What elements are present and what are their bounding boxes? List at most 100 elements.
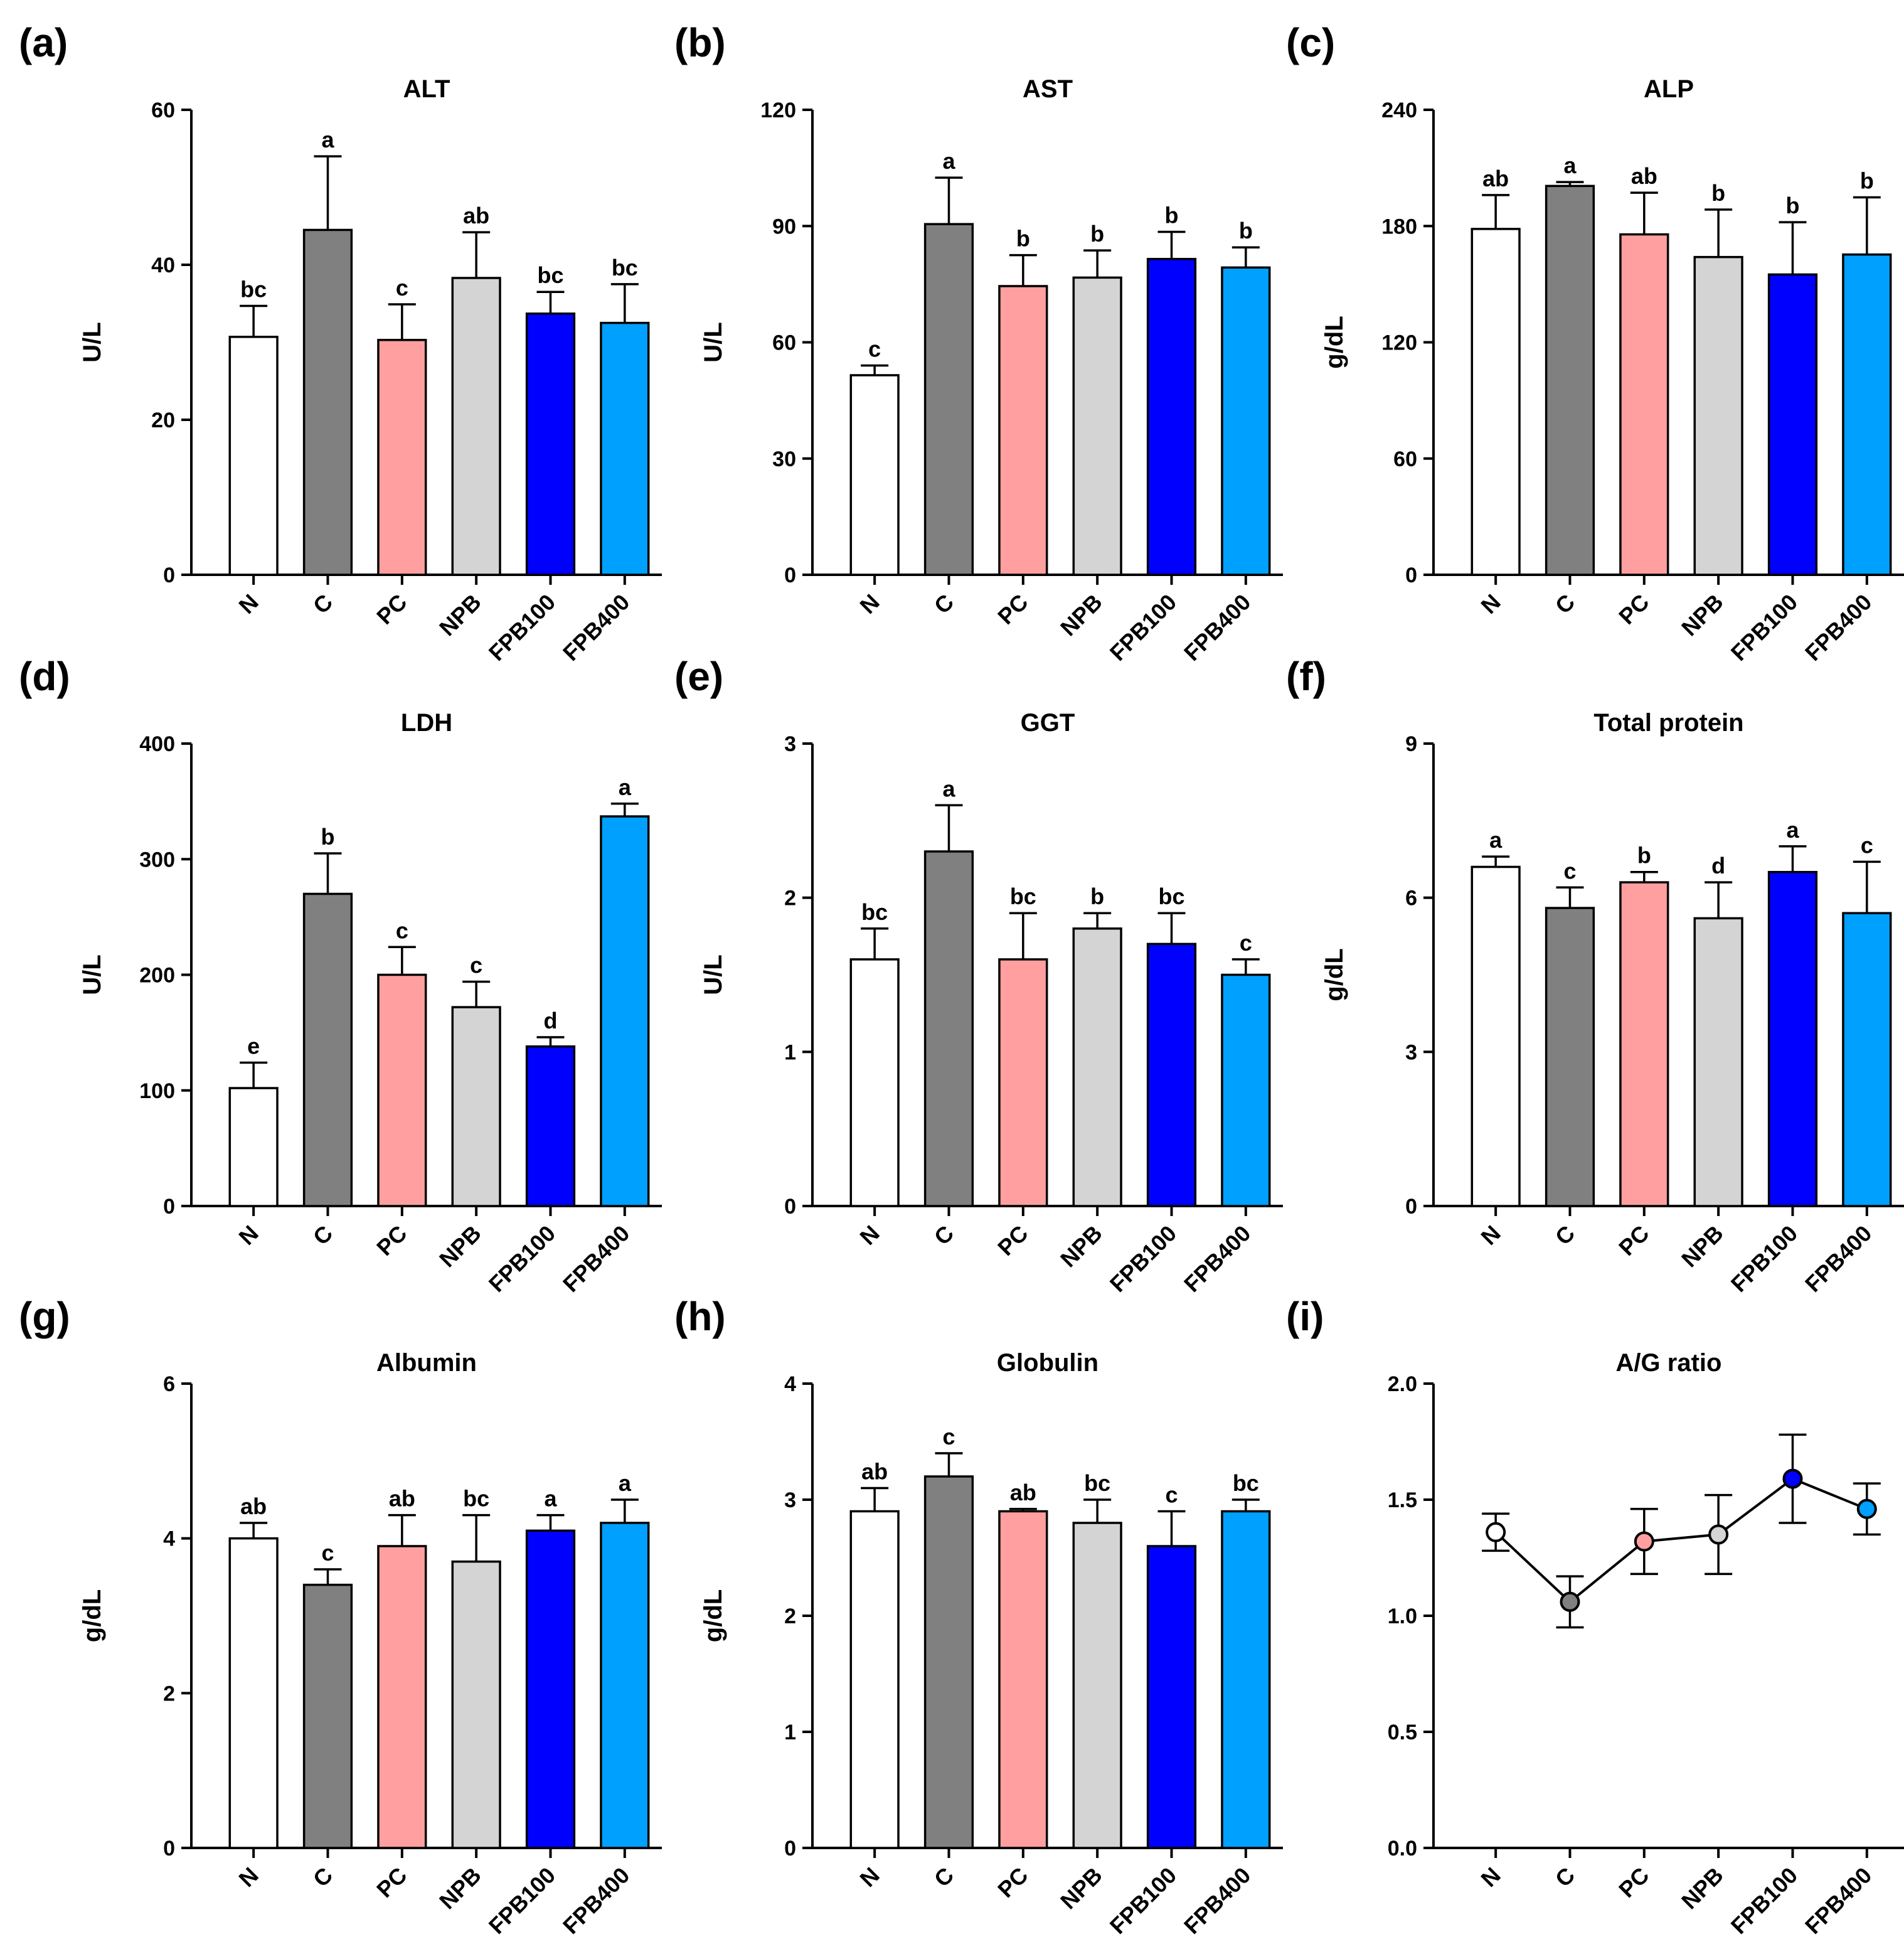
x-tick-label: N bbox=[233, 589, 263, 619]
panel-label: (g) bbox=[19, 1294, 70, 1339]
significance-letter: bc bbox=[1010, 883, 1036, 909]
y-tick-label: 9 bbox=[1405, 732, 1417, 756]
bar-npb bbox=[451, 1560, 501, 1849]
significance-letter: c bbox=[1563, 858, 1576, 883]
bar-pc bbox=[377, 1545, 427, 1849]
significance-letter: bc bbox=[537, 262, 563, 288]
y-tick-label: 60 bbox=[151, 99, 175, 122]
x-tick-label: C bbox=[1550, 1862, 1580, 1892]
bar-n bbox=[228, 336, 279, 576]
x-tick-label: N bbox=[233, 1862, 263, 1892]
x-tick-label: C bbox=[308, 589, 338, 619]
x-tick-label: NPB bbox=[1676, 1220, 1728, 1273]
significance-letter: bc bbox=[861, 899, 888, 925]
panel-c: (c) ALP g/dL 0 60 120 180 240 N C PC NPBFPB100FPB40… bbox=[1286, 20, 1904, 666]
panel-label: (a) bbox=[19, 20, 68, 65]
x-tick-label: FPB100 bbox=[1105, 589, 1181, 666]
bar-npb bbox=[1072, 927, 1122, 1207]
significance-letter: c bbox=[470, 953, 482, 978]
y-axis-label: U/L bbox=[78, 322, 106, 362]
series-line bbox=[1494, 1477, 1868, 1604]
x-tick-label: PC bbox=[1614, 589, 1654, 629]
bar-fpb100 bbox=[525, 1045, 576, 1207]
significance-letter: c bbox=[1165, 1482, 1178, 1508]
y-tick-label: 3 bbox=[784, 732, 796, 756]
significance-letter: ab bbox=[1631, 163, 1657, 189]
significance-letter: b bbox=[1090, 883, 1104, 909]
significance-letter: a bbox=[619, 774, 632, 800]
significance-letter: bc bbox=[612, 255, 638, 280]
panel-label: (f) bbox=[1286, 654, 1326, 699]
significance-letter: c bbox=[868, 336, 881, 362]
x-tick-label: C bbox=[1550, 589, 1580, 619]
y-tick-label: 100 bbox=[139, 1079, 175, 1103]
significance-letter: ab bbox=[1482, 166, 1509, 191]
y-axis-label: g/dL bbox=[699, 1589, 727, 1642]
bar-c bbox=[923, 1475, 974, 1849]
bar-n bbox=[849, 958, 900, 1207]
panel-f: (f) Total protein g/dL 0 3 6 9 N C PC NPBFPB100FPB… bbox=[1286, 654, 1904, 1297]
bar-n bbox=[1471, 865, 1521, 1207]
significance-letter: b bbox=[1016, 226, 1030, 252]
x-tick-label: C bbox=[929, 589, 959, 619]
significance-letter: c bbox=[396, 275, 408, 301]
bar-pc bbox=[998, 1510, 1048, 1849]
significance-letter: bc bbox=[1158, 883, 1184, 909]
x-tick-label: C bbox=[929, 1862, 959, 1892]
y-tick-label: 0 bbox=[1405, 1195, 1417, 1219]
significance-letter: b bbox=[1711, 180, 1725, 206]
panel-label: (e) bbox=[674, 654, 723, 699]
x-tick-label: FPB400 bbox=[1800, 589, 1876, 666]
y-tick-label: 120 bbox=[1381, 331, 1417, 355]
bar-fpb400 bbox=[1221, 973, 1271, 1207]
x-tick-label: NPB bbox=[1676, 1862, 1728, 1914]
panel-label: (c) bbox=[1286, 20, 1335, 65]
bar-fpb100 bbox=[525, 312, 576, 576]
y-tick-label: 60 bbox=[772, 331, 796, 355]
panel-i: (i) A/G ratio 0.0 0.5 1.0 1.5 2.0 N C PC NPBFPB100… bbox=[1286, 1294, 1904, 1939]
significance-letter: b bbox=[1165, 203, 1179, 228]
x-tick-label: N bbox=[233, 1220, 263, 1250]
y-tick-label: 0 bbox=[1405, 563, 1417, 587]
significance-letter: bc bbox=[463, 1486, 489, 1512]
bar-n bbox=[1471, 228, 1521, 576]
x-tick-label: FPB100 bbox=[484, 589, 560, 666]
x-tick-label: NPB bbox=[1055, 1220, 1107, 1273]
y-tick-label: 200 bbox=[139, 964, 175, 988]
x-tick-label: FPB100 bbox=[484, 1862, 560, 1939]
y-tick-label: 60 bbox=[1393, 447, 1417, 471]
significance-letter: d bbox=[544, 1008, 558, 1033]
x-tick-label: N bbox=[1476, 1862, 1505, 1892]
x-tick-label: PC bbox=[1614, 1220, 1654, 1261]
y-tick-label: 400 bbox=[139, 732, 175, 756]
y-tick-label: 6 bbox=[163, 1372, 175, 1396]
bar-c bbox=[302, 892, 353, 1207]
x-tick-label: PC bbox=[371, 589, 412, 629]
bar-pc bbox=[1619, 881, 1669, 1207]
x-tick-label: FPB400 bbox=[558, 1862, 634, 1939]
x-tick-label: N bbox=[854, 1862, 884, 1892]
x-tick-label: N bbox=[1476, 1220, 1505, 1250]
significance-letter: ab bbox=[861, 1459, 888, 1485]
significance-letter: b bbox=[1786, 193, 1800, 218]
significance-letter: a bbox=[1786, 817, 1799, 843]
y-axis-label: g/dL bbox=[1321, 948, 1348, 1001]
x-tick-label: FPB100 bbox=[1105, 1220, 1181, 1297]
y-tick-label: 3 bbox=[1405, 1040, 1417, 1064]
y-tick-label: 1.5 bbox=[1388, 1488, 1417, 1512]
x-tick-label: NPB bbox=[1055, 589, 1107, 641]
x-tick-label: NPB bbox=[1055, 1862, 1107, 1914]
significance-letter: ab bbox=[1010, 1480, 1036, 1505]
x-tick-label: FPB400 bbox=[1800, 1220, 1876, 1297]
bar-fpb400 bbox=[1842, 253, 1892, 576]
bar-fpb400 bbox=[1842, 912, 1892, 1207]
significance-letter: c bbox=[396, 917, 408, 943]
x-tick-label: FPB100 bbox=[1726, 589, 1802, 666]
y-tick-label: 40 bbox=[151, 254, 175, 277]
x-tick-label: FPB400 bbox=[1179, 1220, 1255, 1297]
y-axis-label: g/dL bbox=[1321, 316, 1348, 368]
significance-letter: a bbox=[321, 127, 334, 152]
bar-fpb400 bbox=[600, 321, 650, 576]
